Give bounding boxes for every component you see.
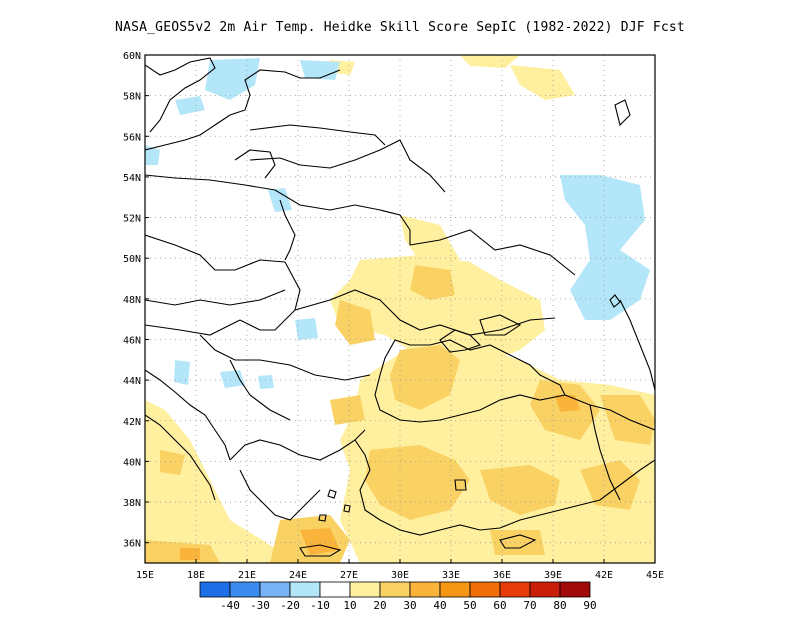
colorbar-swatch [529, 581, 561, 598]
lon-tick-label: 33E [442, 570, 460, 581]
colorbar-swatch [259, 581, 291, 598]
colorbar-label: 70 [523, 599, 536, 612]
lon-tick-label: 15E [136, 570, 154, 581]
lon-tick-label: 42E [595, 570, 613, 581]
lon-tick-label: 21E [238, 570, 256, 581]
colorbar-label: 50 [463, 599, 476, 612]
colorbar-swatch [499, 581, 531, 598]
colorbar-label: 10 [343, 599, 356, 612]
colorbar-swatch [349, 581, 381, 598]
colorbar-label: 20 [373, 599, 386, 612]
lat-tick-label: 48N [123, 295, 141, 306]
map-title: NASA_GEOS5v2 2m Air Temp. Heidke Skill S… [115, 20, 685, 35]
colorbar-label: 30 [403, 599, 416, 612]
longitude-axis: 15E 18E 21E 24E 27E 30E 33E 36E 39E 42E 45E [136, 559, 664, 581]
colorbar-swatch [379, 581, 411, 598]
skill-shading [145, 55, 655, 563]
colorbar-swatch [559, 581, 591, 598]
colorbar-swatch [409, 581, 441, 598]
colorbar-label: -40 [220, 599, 240, 612]
lon-tick-label: 24E [289, 570, 307, 581]
lon-tick-label: 39E [544, 570, 562, 581]
lat-tick-label: 52N [123, 214, 141, 225]
colorbar-swatch [199, 581, 231, 598]
lon-tick-label: 27E [340, 570, 358, 581]
colorbar-label: -20 [280, 599, 300, 612]
colorbar-label: -30 [250, 599, 270, 612]
lat-tick-label: 44N [123, 376, 141, 387]
coastlines-and-borders [145, 57, 655, 557]
lon-tick-label: 30E [391, 570, 409, 581]
lat-tick-label: 46N [123, 335, 141, 346]
colorbar: -40 -30 -20 -10 10 20 30 40 50 60 70 80 90 [199, 581, 597, 612]
colorbar-label: 40 [433, 599, 446, 612]
latitude-axis: 60N 58N 56N 54N 52N 50N 48N 46N 44N 42N 40N 38N 36N [123, 51, 149, 550]
lon-tick-label: 18E [187, 570, 205, 581]
lat-tick-label: 50N [123, 254, 141, 265]
colorbar-swatch [439, 581, 471, 598]
colorbar-swatch [469, 581, 501, 598]
lat-tick-label: 58N [123, 92, 141, 103]
lat-tick-label: 40N [123, 457, 141, 468]
lon-tick-label: 36E [493, 570, 511, 581]
colorbar-swatch [229, 581, 261, 598]
lat-tick-label: 60N [123, 51, 141, 62]
colorbar-label: 80 [553, 599, 566, 612]
lat-tick-label: 36N [123, 539, 141, 550]
lat-tick-label: 42N [123, 417, 141, 428]
lat-tick-label: 56N [123, 132, 141, 143]
colorbar-swatch [289, 581, 321, 598]
lat-tick-label: 38N [123, 498, 141, 509]
colorbar-label: 90 [583, 599, 596, 612]
colorbar-label: -10 [310, 599, 330, 612]
colorbar-label: 60 [493, 599, 506, 612]
lon-tick-label: 45E [646, 570, 664, 581]
colorbar-swatch [319, 581, 351, 598]
lat-tick-label: 54N [123, 173, 141, 184]
map-grid [144, 54, 656, 563]
